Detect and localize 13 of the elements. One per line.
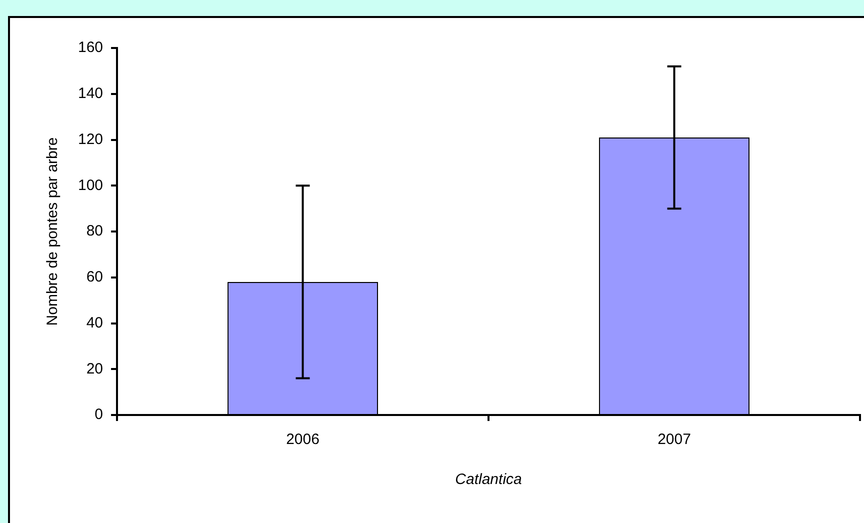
y-tick-label: 80 [86,222,104,240]
y-tick-label: 160 [78,39,104,56]
y-tick-label: 60 [86,268,104,286]
y-tick-label: 20 [86,360,104,378]
y-tick-label: 140 [78,85,104,102]
y-axis-title: Nombre de pontes par arbre [44,137,62,326]
y-tick-label: 40 [86,314,104,332]
y-tick-label: 120 [78,130,104,148]
x-tick-label: 2007 [658,431,691,448]
x-axis-title: Catlantica [455,471,522,488]
y-tick-label: 0 [94,406,104,424]
y-tick-label: 100 [78,176,104,194]
x-tick-label: 2006 [286,431,320,448]
